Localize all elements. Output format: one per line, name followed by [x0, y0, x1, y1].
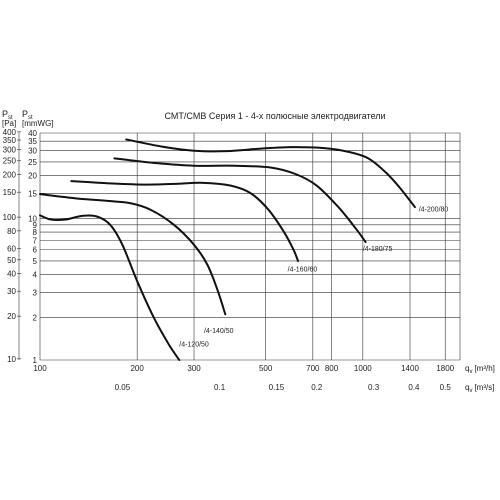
svg-text:Pst: Pst: [2, 109, 13, 121]
fan-curve-2: [39, 193, 227, 316]
m3h-tick-label: 1000: [354, 364, 372, 373]
m3s-axis-symbol: q: [465, 383, 469, 392]
grid-lines: [39, 132, 461, 361]
pa-tick-label: 150: [3, 188, 17, 197]
fan-curve-3: [70, 180, 300, 262]
fan-curve-label-3: /4-160/60: [288, 267, 318, 274]
pa-tick-label: 50: [7, 256, 16, 265]
pa-tick-label: 350: [3, 136, 17, 145]
m3s-tick-label: 0.2: [311, 383, 323, 392]
svg-text:qv[m³/h]: qv [m³/h]: [465, 364, 495, 375]
m3h-tick-label: 300: [187, 364, 201, 373]
m3s-tick-label: 0.5: [440, 383, 452, 392]
pa-tick-label: 100: [3, 213, 17, 222]
mmwg-axis-label: Pst [mmWG]: [22, 109, 54, 128]
mmwg-tick-label: 30: [28, 147, 37, 156]
pa-tick-label: 200: [3, 170, 17, 179]
pa-tick-label: 80: [7, 227, 16, 236]
pa-axis-unit: [Pa]: [2, 119, 16, 128]
mmwg-tick-label: 9: [33, 221, 38, 230]
m3s-axis-unit: [m³/s]: [474, 383, 494, 392]
m3h-tick-label: 700: [306, 364, 320, 373]
fan-curve-label-1: /4-120/50: [179, 341, 209, 348]
fan-curve-label-4: /4-180/75: [363, 246, 393, 253]
mmwg-tick-label: 2: [33, 313, 38, 322]
pa-tick-label: 300: [3, 146, 17, 155]
mmwg-tick-label: 10: [28, 214, 37, 223]
m3h-tick-label: 200: [130, 364, 144, 373]
fan-curve-1: [39, 214, 181, 361]
mmwg-axis-symbol: P: [22, 109, 28, 119]
m3h-axis-unit: [m³/h]: [474, 364, 494, 373]
m3s-tick-label: 0.15: [269, 383, 285, 392]
mmwg-tick-label: 7: [33, 236, 38, 245]
m3h-axis-subscript: v: [469, 369, 472, 375]
m3h-tick-label: 1400: [401, 364, 419, 373]
mmwg-tick-label: 1: [33, 356, 38, 365]
m3s-tick-label: 0.1: [214, 383, 226, 392]
m3s-axis-subscript: v: [469, 388, 472, 394]
pa-axis-symbol: P: [2, 109, 8, 119]
pa-axis-label: Pst [Pa]: [2, 109, 16, 128]
mmwg-tick-label: 40: [28, 129, 37, 138]
fan-curve-4: [113, 157, 367, 244]
chart-title: CMT/CMB Серия 1 - 4-х полюсные электродв…: [164, 111, 385, 121]
fan-curve-label-5: /4-200/80: [419, 206, 449, 213]
m3s-axis-label: qv [m³/s]: [465, 383, 494, 394]
svg-text:qv[m³/s]: qv [m³/s]: [465, 383, 494, 394]
mmwg-tick-label: 6: [33, 246, 38, 255]
pa-tick-label: 40: [7, 270, 16, 279]
mmwg-tick-label: 15: [28, 189, 37, 198]
pa-tick-label: 400: [3, 128, 17, 137]
pa-tick-label: 250: [3, 157, 17, 166]
pa-tick-label: 60: [7, 245, 16, 254]
fan-curve-labels: /4-120/50/4-140/50/4-160/60/4-180/75/4-2…: [179, 206, 448, 348]
m3h-tick-label: 800: [325, 364, 339, 373]
mmwg-axis-unit: [mmWG]: [22, 119, 54, 128]
mmwg-tick-label: 25: [28, 158, 37, 167]
fan-curve-5: [125, 138, 416, 209]
pa-tick-label: 30: [7, 287, 16, 296]
mmwg-tick-label: 35: [28, 137, 37, 146]
m3s-tick-labels: 0.05 0.1 0.15 0.2 0.3 0.4 0.5: [115, 383, 452, 392]
pa-tick-label: 20: [7, 312, 16, 321]
mmwg-axis-subscript: st: [28, 115, 33, 121]
m3s-tick-label: 0.05: [115, 383, 131, 392]
pa-tick-label: 10: [7, 355, 16, 364]
mmwg-tick-label: 20: [28, 172, 37, 181]
m3h-tick-label: 500: [259, 364, 273, 373]
m3s-tick-label: 0.4: [408, 383, 420, 392]
fan-curve-label-2: /4-140/50: [204, 328, 234, 335]
m3h-axis-symbol: q: [465, 364, 469, 373]
m3h-tick-label: 100: [33, 364, 47, 373]
mmwg-tick-label: 5: [33, 257, 38, 266]
svg-text:Pst: Pst: [22, 109, 33, 121]
mmwg-tick-label: 3: [33, 288, 38, 297]
m3h-axis-label: qv [m³/h]: [465, 364, 495, 375]
fan-curves: [39, 138, 416, 361]
m3s-tick-label: 0.3: [368, 383, 380, 392]
mmwg-tick-label: 8: [33, 228, 38, 237]
pa-axis-subscript: st: [8, 115, 13, 121]
mmwg-tick-label: 4: [33, 271, 38, 280]
m3h-tick-labels: 100 200 300 500 700 800 1000 1400 1800: [33, 364, 454, 373]
m3h-tick-label: 1800: [436, 364, 454, 373]
